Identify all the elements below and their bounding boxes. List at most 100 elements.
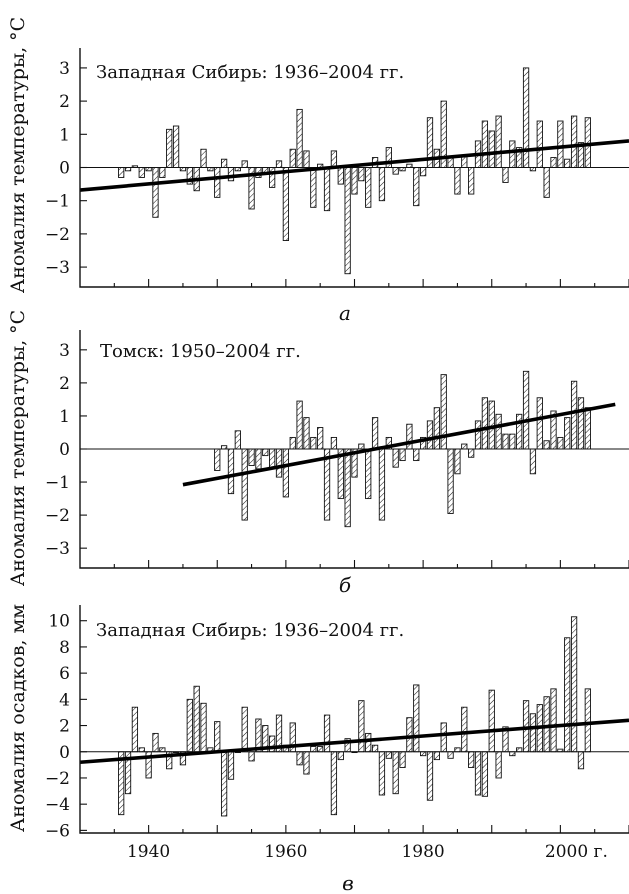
bar-1955 (248, 751, 255, 762)
bar-1974 (378, 448, 386, 521)
bar-1993 (509, 751, 516, 757)
bar-1964 (310, 746, 317, 753)
bar-1951 (220, 751, 228, 817)
bar-1962 (296, 751, 303, 766)
bar-series (214, 370, 591, 528)
chart-panel-v: −6 −4 −2 0 2 4 6 8 10 1940 1960 1980 2000 г. Западна… (7, 604, 629, 894)
bar-1995 (522, 700, 530, 753)
y-tick-label: 0 (59, 159, 70, 179)
bar-1950 (214, 167, 221, 198)
bar-1950 (214, 448, 221, 471)
bar-1980 (420, 167, 427, 177)
bar-1951 (220, 158, 228, 168)
y-tick-label: −2 (45, 506, 70, 526)
bar-1966 (323, 714, 331, 753)
bar-1963 (303, 751, 310, 775)
bar-1954 (241, 448, 248, 521)
bar-1976 (392, 751, 399, 795)
bar-1947 (193, 685, 200, 753)
bar-1993 (509, 433, 516, 450)
bar-2004 (584, 117, 591, 168)
axes-frame (79, 330, 629, 569)
bar-1955 (248, 448, 255, 466)
y-tick-label: 1 (59, 407, 70, 427)
bar-1984 (447, 157, 454, 168)
bar-1998 (543, 167, 550, 198)
y-tick-label: −2 (45, 769, 70, 789)
bar-1948 (200, 702, 207, 753)
bar-1993 (509, 140, 516, 168)
bar-series (118, 67, 591, 275)
y-tick-label: 0 (59, 743, 70, 763)
axes-frame (79, 48, 629, 288)
bar-1960 (282, 167, 290, 241)
bar-1990 (488, 689, 495, 753)
y-tick-label: 2 (59, 717, 70, 737)
axes-frame (79, 605, 629, 834)
bar-1956 (255, 448, 262, 470)
bar-1969 (344, 167, 351, 275)
bar-1976 (392, 167, 399, 175)
y-tick-label: 4 (59, 690, 70, 710)
bar-1967 (330, 150, 338, 168)
bar-1978 (406, 717, 413, 753)
y-tick-label: 10 (48, 612, 70, 632)
bar-1957 (262, 448, 269, 457)
y-tick-label: −6 (45, 821, 70, 841)
bar-1942 (159, 167, 166, 178)
bar-1974 (378, 167, 386, 202)
bar-1984 (447, 448, 454, 514)
bar-1958 (269, 448, 276, 468)
chart-title: Западная Сибирь: 1936–2004 гг. (96, 62, 404, 83)
bar-1963 (303, 150, 310, 168)
bar-1973 (371, 417, 379, 450)
chart-title: Томск: 1950–2004 гг. (100, 341, 301, 362)
bar-1942 (159, 747, 166, 753)
bar-1960 (282, 448, 290, 498)
bar-1979 (413, 684, 420, 753)
bar-1986 (461, 443, 468, 450)
bar-1967 (330, 436, 338, 450)
y-tick-label: 0 (59, 440, 70, 460)
bar-1986 (461, 706, 468, 753)
bar-1965 (317, 427, 324, 450)
y-tick-label: 3 (59, 59, 70, 79)
bar-1977 (399, 448, 406, 462)
bar-1985 (454, 448, 461, 475)
bar-2002 (570, 115, 578, 168)
bar-2002 (570, 380, 578, 450)
bar-1979 (413, 448, 420, 462)
bar-1952 (227, 167, 235, 182)
panel-label: в (342, 871, 354, 894)
bar-1988 (474, 751, 482, 796)
bar-2001 (564, 637, 571, 753)
bar-1965 (317, 746, 324, 753)
bar-1997 (536, 120, 543, 168)
panel-label: а (339, 301, 351, 325)
bar-1961 (289, 436, 296, 450)
bar-1989 (481, 397, 489, 450)
bar-1999 (550, 157, 557, 168)
bar-1989 (481, 751, 489, 797)
trend-line (182, 402, 616, 487)
bar-1941 (152, 167, 159, 218)
x-tick-label: 1980 (401, 842, 444, 862)
y-tick-label: −1 (45, 473, 70, 493)
bar-1939 (138, 167, 145, 178)
bar-1991 (495, 115, 502, 168)
bar-1975 (385, 751, 392, 759)
y-tick-label: 1 (59, 125, 70, 145)
bar-1995 (522, 67, 530, 168)
y-tick-label: −1 (45, 192, 70, 212)
axis-ticks: −6 −4 −2 0 2 4 6 8 10 1940 1960 1980 2000 г. (45, 612, 629, 862)
bar-1959 (275, 160, 283, 168)
bar-1994 (516, 747, 523, 753)
bar-1954 (241, 160, 248, 168)
bar-1985 (454, 747, 461, 753)
bar-1953 (234, 430, 241, 450)
x-tick-label: 1960 (264, 842, 307, 862)
trend-line (79, 139, 629, 192)
bar-1987 (468, 448, 475, 458)
axis-ticks: −3 −2 −1 0 1 2 3 (45, 341, 629, 568)
chart-panel-b: −3 −2 −1 0 1 2 3 Томск: 1950–2004 гг. Аномалия… (7, 310, 629, 597)
